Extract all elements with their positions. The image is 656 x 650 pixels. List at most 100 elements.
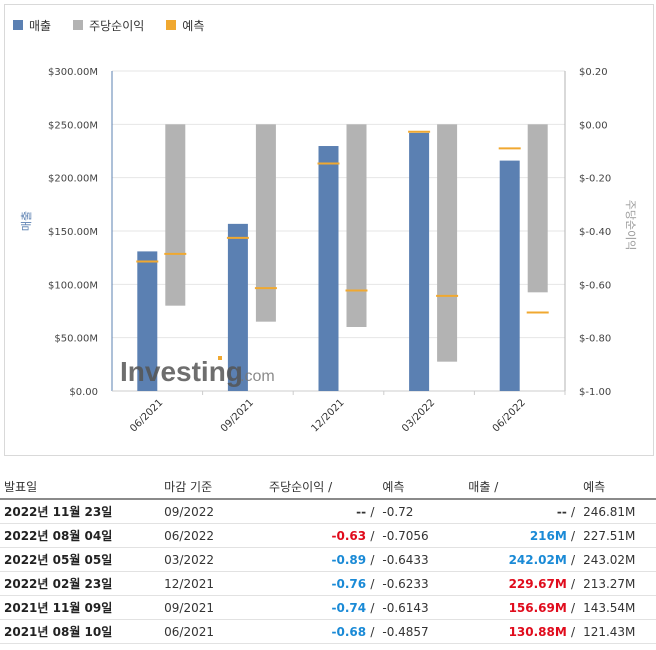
- row-eps-forecast-value: -0.6233: [382, 576, 429, 591]
- row-period: 09/2022: [160, 499, 266, 524]
- right-tick-label: $0.00: [579, 120, 608, 131]
- row-date: 2021년 11월 09일: [0, 595, 161, 620]
- row-revenue-forecast: 213.27M: [579, 571, 656, 596]
- header-eps-label: 주당순이익: [269, 479, 325, 494]
- legend-label-eps: 주당순이익: [89, 18, 145, 33]
- legend-item-revenue[interactable]: 매출: [13, 17, 51, 34]
- watermark-suffix: .com: [240, 368, 275, 385]
- row-eps: -0.74 /: [265, 595, 379, 620]
- row-date-value: 2022년 11월 23일: [4, 505, 113, 519]
- watermark-logo: Investing: [120, 356, 243, 387]
- header-eps-forecast[interactable]: 예측: [378, 474, 465, 500]
- table-header-row: 발표일 마감 기준 주당순이익 / 예측 매출 / 예측: [0, 474, 656, 500]
- right-axis-title: 주당순이익: [624, 200, 637, 251]
- right-tick-label: $-0.40: [579, 227, 611, 238]
- row-eps-slash: /: [370, 576, 375, 591]
- row-period: 12/2021: [160, 571, 266, 596]
- chart-legend: 매출 주당순이익 예측: [13, 17, 226, 33]
- row-eps-forecast-value: -0.6433: [382, 552, 429, 567]
- row-eps-forecast-value: -0.72: [382, 504, 414, 519]
- row-eps-forecast: -0.6143: [378, 595, 465, 620]
- eps-bar: [165, 124, 186, 306]
- row-revenue-value: 216M: [529, 528, 567, 543]
- row-date: 2022년 08월 04일: [0, 523, 161, 548]
- row-eps-forecast: -0.7056: [378, 523, 465, 548]
- watermark-dot-icon: [218, 356, 222, 360]
- legend-item-eps[interactable]: 주당순이익: [73, 17, 144, 34]
- right-tick-label: $-0.20: [579, 174, 611, 185]
- right-tick-label: $0.20: [579, 67, 608, 78]
- row-eps-forecast-value: -0.6143: [382, 600, 429, 615]
- left-tick-label: $150.00M: [48, 227, 98, 238]
- legend-swatch-forecast: [166, 20, 177, 30]
- row-revenue-forecast-value: 246.81M: [583, 504, 636, 519]
- header-eps-slash: /: [328, 479, 333, 494]
- legend-label-forecast: 예측: [182, 18, 205, 33]
- header-revenue-slash: /: [494, 479, 499, 494]
- row-period: 06/2021: [160, 619, 266, 644]
- row-revenue-forecast-value: 243.02M: [583, 552, 636, 567]
- row-period: 09/2021: [160, 595, 266, 620]
- table-row: 2022년 02월 23일 12/2021 -0.76 /-0.6233 229.67…: [0, 571, 656, 596]
- header-revenue-forecast[interactable]: 예측: [579, 474, 656, 500]
- header-revenue-label: 매출: [468, 479, 491, 494]
- left-tick-label: $0.00: [69, 387, 98, 398]
- row-period-value: 06/2022: [164, 528, 215, 543]
- row-revenue-forecast: 121.43M: [579, 619, 656, 644]
- left-tick-label: $250.00M: [48, 120, 98, 131]
- row-eps-forecast: -0.6233: [378, 571, 465, 596]
- table-row: 2022년 05월 05일 03/2022 -0.89 / -0.6433 242.02…: [0, 547, 656, 572]
- header-period[interactable]: 마감 기준: [160, 474, 266, 500]
- row-revenue-value: 156.69M: [508, 600, 567, 615]
- row-period-value: 03/2022: [164, 552, 215, 567]
- legend-label-revenue: 매출: [29, 18, 52, 33]
- row-period-value: 09/2021: [164, 600, 215, 615]
- table-row: 2022년 08월 04일 06/2022 -0.63 /-0.7056 216M /…: [0, 523, 656, 548]
- row-eps-value: -0.89: [331, 552, 367, 567]
- row-date: 2021년 08월 10일: [0, 619, 161, 644]
- header-revenue[interactable]: 매출 /: [464, 474, 580, 500]
- row-eps-slash: /: [370, 552, 375, 567]
- row-period: 03/2022: [160, 547, 266, 572]
- right-tick-label: $-0.80: [579, 334, 611, 345]
- row-eps: -- /: [265, 499, 379, 524]
- revenue-bar: [499, 160, 520, 391]
- header-date[interactable]: 발표일: [0, 474, 161, 500]
- row-revenue-slash: /: [571, 504, 576, 519]
- row-eps-value: --: [356, 504, 367, 519]
- row-eps-value: -0.68: [331, 624, 367, 639]
- row-revenue-forecast-value: 121.43M: [583, 624, 636, 639]
- x-tick-label: 12/2021: [309, 397, 346, 434]
- table-row: 2022년 11월 23일 09/2022 -- / -0.72 -- /246.81M: [0, 499, 656, 524]
- row-eps-forecast: -0.4857: [378, 619, 465, 644]
- header-eps[interactable]: 주당순이익 /: [265, 474, 379, 500]
- eps-bar: [527, 124, 548, 293]
- legend-item-forecast[interactable]: 예측: [166, 17, 204, 34]
- eps-bar: [255, 124, 276, 322]
- row-period-value: 09/2022: [164, 504, 215, 519]
- row-period-value: 12/2021: [164, 576, 215, 591]
- table-row: 2021년 11월 09일 09/2021 -0.74 /-0.6143 156.69…: [0, 595, 656, 620]
- row-revenue-value: --: [556, 504, 567, 519]
- left-tick-label: $100.00M: [48, 280, 98, 291]
- row-revenue-forecast: 246.81M: [579, 499, 656, 524]
- table-row: 2021년 08월 10일 06/2021 -0.68 /-0.4857 130.88…: [0, 619, 656, 644]
- revenue-bar: [137, 251, 158, 391]
- row-date-value: 2022년 08월 04일: [4, 529, 113, 543]
- eps-bar: [437, 124, 458, 362]
- right-tick-label: $-1.00: [579, 387, 611, 398]
- row-date-value: 2021년 11월 09일: [4, 601, 113, 615]
- row-date: 2022년 05월 05일: [0, 547, 161, 572]
- x-tick-label: 06/2021: [128, 397, 165, 434]
- row-eps-forecast-value: -0.7056: [382, 528, 429, 543]
- row-revenue: 156.69M /: [464, 595, 580, 620]
- left-tick-label: $50.00M: [54, 334, 98, 345]
- row-revenue-forecast-value: 227.51M: [583, 528, 636, 543]
- earnings-table: 발표일 마감 기준 주당순이익 / 예측 매출 / 예측 2022년 11월 2…: [0, 474, 656, 644]
- row-revenue-value: 130.88M: [508, 624, 567, 639]
- row-eps-slash: /: [370, 624, 375, 639]
- row-revenue: 216M /: [464, 523, 580, 548]
- row-revenue: 242.02M /: [464, 547, 580, 572]
- row-date-value: 2021년 08월 10일: [4, 625, 113, 639]
- left-tick-label: $300.00M: [48, 67, 98, 78]
